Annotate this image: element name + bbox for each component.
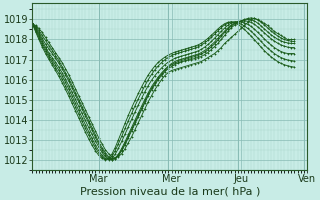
X-axis label: Pression niveau de la mer( hPa ): Pression niveau de la mer( hPa ) — [80, 187, 260, 197]
